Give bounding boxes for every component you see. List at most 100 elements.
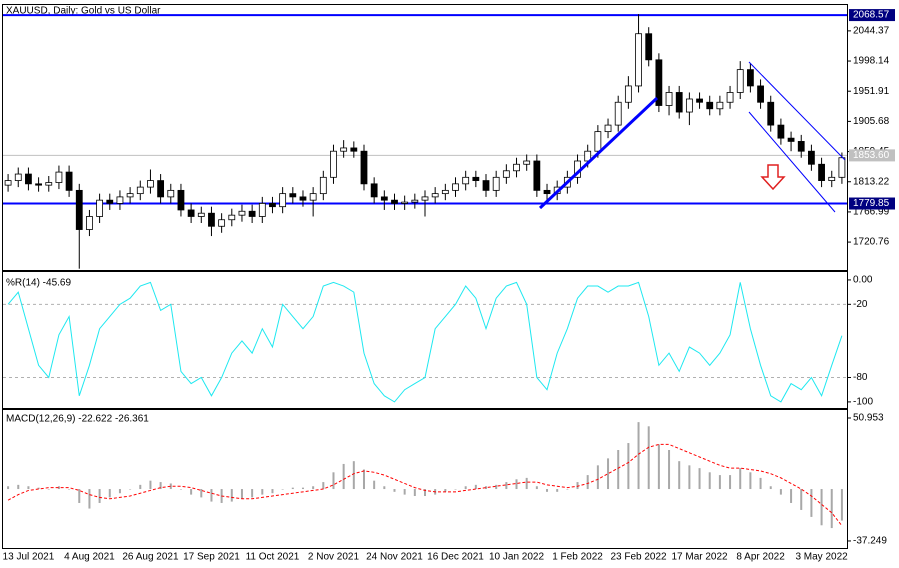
candle-body [75,189,83,230]
macd-bar [708,472,711,490]
macd-bar [678,461,681,490]
macd-bar [413,489,416,497]
y-tick-label: 0.00 [853,275,873,286]
macd-bar [352,461,355,490]
candle-body [187,209,195,217]
x-tick-label: 13 Jul 2021 [3,552,55,563]
macd-bar [556,489,559,492]
macd-bar [474,484,477,490]
candle-body [238,210,246,216]
x-tick-label: 4 Aug 2021 [64,552,115,563]
candle-body [665,92,673,106]
x-tick-label: 16 Dec 2021 [427,552,484,563]
candle-body [696,98,703,103]
candle-body [167,189,175,198]
y-tick-label: 1720.76 [853,237,890,248]
candle-body [279,193,287,208]
macd-bar [627,443,630,490]
channel-lower [748,111,836,213]
candle-body [452,183,459,191]
macd-bar [749,472,752,490]
macd-bar [586,475,589,490]
macd-bar [810,489,813,517]
macd-bar [403,489,406,495]
macd-bar [291,487,294,490]
macd-bar [301,487,304,490]
candle-body [736,69,744,93]
candle-body [411,199,419,203]
macd-bar [271,489,274,494]
macd-bar [261,489,264,495]
trend-line [538,96,659,210]
candle-body [492,176,500,191]
candle-body [808,150,815,165]
down-arrow [760,164,786,191]
candle-body [35,183,42,186]
candle-body [797,141,805,152]
macd-bar [57,486,60,490]
macd-bar [78,489,81,503]
candle-body [319,176,327,195]
macd-bar [230,489,233,502]
candle-body [746,69,754,87]
macd-bar [800,489,803,510]
candle-body [777,124,785,139]
candle-body [655,59,663,106]
candle-body [218,219,226,227]
candle-body [594,131,602,152]
macd-bar [424,489,426,497]
candle-body [838,157,846,178]
y-tick-label: -20 [853,299,868,310]
macd-bar [830,489,833,529]
channel-upper [748,61,846,161]
candle-body [482,180,490,191]
candle-body [157,180,165,198]
macd-bar [383,486,386,490]
y-tick-label: -37.249 [853,536,887,547]
macd-bar [515,479,518,490]
candle-body [269,203,276,208]
candle-body [14,173,22,181]
macd-bar [47,489,50,490]
plot: 2044.371998.141951.911905.681859.451813.… [3,9,895,563]
x-tick-label: 3 May 2022 [795,552,848,563]
macd-bar [485,486,488,490]
y-tick-label: 2044.37 [853,26,890,37]
candle-body [635,33,642,87]
candle-body [380,196,388,201]
macd-bar [190,489,193,495]
macd-bar [546,489,549,492]
macd-panel [2,409,848,549]
candle-body [370,183,378,198]
macd-bar [200,489,203,498]
candle-body [55,171,63,183]
x-tick-label: 17 Sep 2021 [183,552,240,563]
x-tick-label: 26 Aug 2021 [122,552,179,563]
candle-body [136,186,144,195]
macd-bar [525,477,528,490]
macd-bar [647,426,650,490]
price-label: 2068.57 [853,10,890,21]
candle-body [441,189,449,195]
macd-bar [68,489,71,490]
candle-body [96,199,104,217]
candle-body [401,201,409,204]
macd-bar [820,489,823,526]
x-tick-label: 10 Jan 2022 [489,552,544,563]
y-tick-label: 1813.22 [853,176,890,187]
macd-bar [88,489,91,509]
candle-body [706,101,714,110]
chart-title: XAUUSD, Daily: Gold vs US Dollar [6,6,161,17]
macd-bar [362,469,365,490]
candle-body [106,199,114,204]
macd-bar [251,489,254,498]
candle-body [726,92,734,103]
y-tick-label: 1998.14 [853,56,890,67]
candle-body [340,147,348,152]
price-label: 1779.85 [853,198,890,209]
candle-body [685,98,693,113]
macd-bar [729,475,732,490]
wpr-panel [2,271,848,409]
macd-bar [739,468,742,490]
macd-bar [322,482,325,490]
